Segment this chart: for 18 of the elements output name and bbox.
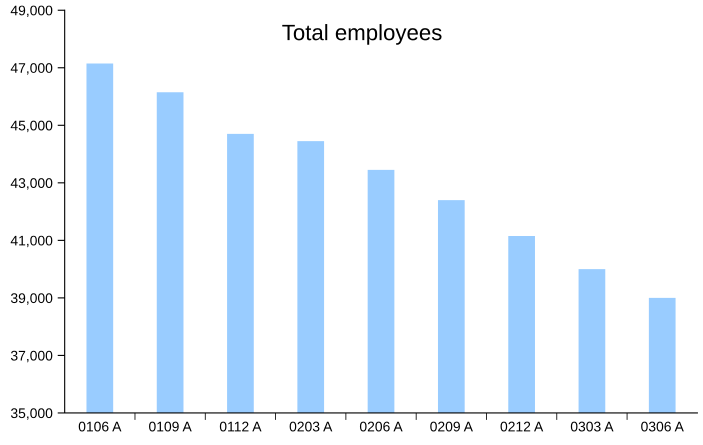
y-tick-label: 35,000: [10, 408, 52, 420]
y-tick-label: 43,000: [10, 178, 52, 190]
x-tick-label: 0212 A: [500, 422, 544, 432]
x-tick-label: 0206 A: [360, 422, 403, 432]
y-tick-label: 47,000: [10, 63, 52, 75]
x-tick-label: 0203 A: [290, 422, 332, 432]
x-tick-label: 0112 A: [220, 422, 262, 432]
text: Total employees: [282, 24, 442, 45]
x-tick-label: 0209 A: [430, 422, 473, 432]
x-tick-label: 0306 A: [641, 422, 684, 432]
y-tick-label: 37,000: [10, 350, 52, 362]
y-tick-label: 45,000: [10, 120, 52, 132]
y-tick-label: 41,000: [10, 236, 52, 248]
x-tick-label: 0303 A: [570, 422, 614, 432]
x-tick-label: 0106 A: [78, 422, 122, 432]
y-tick-label: 49,000: [10, 6, 52, 18]
x-tick-label: 0109 A: [149, 422, 192, 432]
y-tick-label: 39,000: [10, 293, 52, 305]
